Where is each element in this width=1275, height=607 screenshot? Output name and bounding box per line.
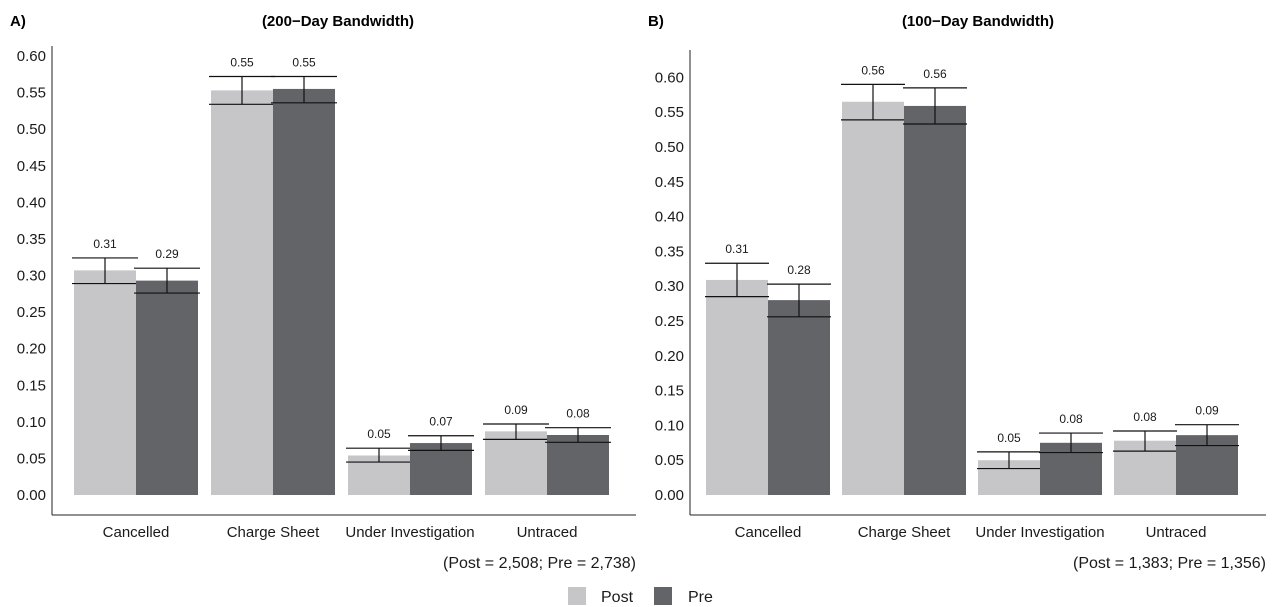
y-tick-label: 0.10 (17, 414, 46, 431)
y-tick-label: 0.00 (17, 487, 46, 504)
y-tick-label: 0.55 (17, 85, 46, 102)
panel-b: B) (100−Day Bandwidth) (Post = 1,383; Pr… (648, 13, 1266, 572)
panel-b-label: B) (648, 13, 664, 30)
data-label: 0.09 (1195, 404, 1219, 418)
legend-label-pre: Pre (688, 589, 713, 606)
data-label: 0.28 (787, 263, 811, 277)
panel-a: A) (200−Day Bandwidth) (Post = 2,508; Pr… (10, 13, 636, 572)
x-tick-label: Charge Sheet (227, 524, 320, 541)
y-tick-label: 0.30 (655, 278, 684, 295)
panel-a-title: (200−Day Bandwidth) (262, 13, 414, 30)
bar-pre-2 (410, 443, 472, 495)
x-tick-label: Untraced (517, 524, 578, 541)
y-tick-label: 0.30 (17, 268, 46, 285)
data-label: 0.55 (230, 55, 254, 69)
y-tick-label: 0.50 (17, 121, 46, 138)
y-tick-label: 0.50 (655, 139, 684, 156)
y-tick-label: 0.45 (17, 158, 46, 175)
y-tick-label: 0.05 (655, 452, 684, 469)
y-tick-label: 0.15 (17, 377, 46, 394)
legend-label-post: Post (601, 589, 634, 606)
y-tick-label: 0.60 (17, 48, 46, 65)
x-tick-label: Untraced (1146, 524, 1207, 541)
y-tick-label: 0.35 (655, 243, 684, 260)
y-tick-label: 0.10 (655, 417, 684, 434)
data-label: 0.56 (861, 63, 885, 77)
panel-b-plot: 0.00 0.05 0.10 0.15 0.20 0.25 0.30 0.35 0.40 0.45… (655, 50, 1266, 541)
y-tick-label: 0.55 (655, 104, 684, 121)
legend-swatch-post (568, 587, 586, 605)
bar-post-0 (74, 270, 136, 495)
bar-post-1 (842, 101, 904, 495)
data-label: 0.08 (1059, 412, 1083, 426)
x-tick-label: Charge Sheet (858, 524, 951, 541)
data-label: 0.07 (429, 415, 453, 429)
data-label: 0.08 (566, 407, 590, 421)
x-tick-label: Cancelled (735, 524, 802, 541)
data-label: 0.08 (1133, 410, 1157, 424)
panel-a-label: A) (10, 13, 26, 30)
x-tick-label: Under Investigation (345, 524, 474, 541)
bar-pre-0 (768, 300, 830, 495)
bar-pre-3 (547, 435, 609, 495)
bar-pre-1 (273, 88, 335, 496)
bar-pre-0 (136, 280, 198, 495)
y-tick-label: 0.05 (17, 450, 46, 467)
panel-b-title: (100−Day Bandwidth) (902, 13, 1054, 30)
x-tick-label: Cancelled (103, 524, 170, 541)
x-tick-label: Under Investigation (975, 524, 1104, 541)
y-tick-label: 0.20 (655, 348, 684, 365)
data-label: 0.56 (923, 67, 947, 81)
bar-post-1 (211, 90, 273, 495)
legend: Post Pre (568, 587, 713, 606)
bar-pre-1 (904, 105, 966, 495)
data-label: 0.31 (725, 242, 749, 256)
bar-post-0 (706, 279, 768, 495)
y-tick-label: 0.25 (655, 313, 684, 330)
data-label: 0.09 (504, 403, 528, 417)
panel-a-sample-note: (Post = 2,508; Pre = 2,738) (443, 555, 636, 572)
y-tick-label: 0.15 (655, 383, 684, 400)
y-tick-label: 0.25 (17, 304, 46, 321)
panel-a-plot: 0.00 0.05 0.10 0.15 0.20 0.25 0.30 0.35 0.40 0.45… (17, 46, 636, 541)
panel-b-sample-note: (Post = 1,383; Pre = 1,356) (1073, 555, 1266, 572)
y-tick-label: 0.00 (655, 487, 684, 504)
y-tick-label: 0.45 (655, 174, 684, 191)
legend-swatch-pre (654, 587, 672, 605)
data-label: 0.55 (292, 55, 316, 69)
y-tick-label: 0.40 (17, 194, 46, 211)
y-tick-label: 0.40 (655, 209, 684, 226)
y-tick-label: 0.35 (17, 231, 46, 248)
y-tick-label: 0.20 (17, 341, 46, 358)
data-label: 0.29 (155, 247, 179, 261)
data-label: 0.31 (93, 237, 117, 251)
data-label: 0.05 (997, 431, 1021, 445)
y-tick-label: 0.60 (655, 69, 684, 86)
bar-post-3 (485, 431, 547, 495)
data-label: 0.05 (367, 427, 391, 441)
